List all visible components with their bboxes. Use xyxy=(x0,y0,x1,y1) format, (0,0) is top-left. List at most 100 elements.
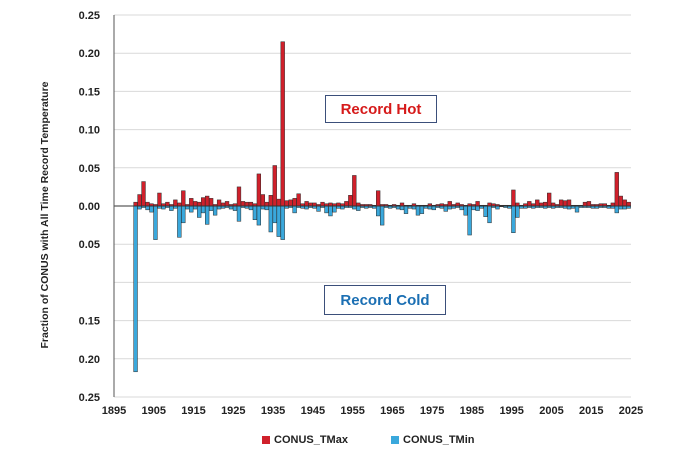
bar-tmax xyxy=(236,186,242,207)
x-tick-label: 2025 xyxy=(619,405,643,417)
bar-tmax xyxy=(216,199,222,207)
bar-tmin xyxy=(471,205,476,211)
bar-tmax xyxy=(626,201,631,207)
bar-tmax xyxy=(543,201,548,207)
bar-tmax xyxy=(224,201,230,207)
x-tick-label: 1915 xyxy=(181,405,205,417)
bar-tmin xyxy=(268,205,273,233)
bar-tmax xyxy=(240,201,246,207)
bar-tmax xyxy=(260,194,265,207)
bar-tmax xyxy=(511,189,516,207)
bar-tmax xyxy=(535,199,540,207)
bar-tmin xyxy=(248,205,254,211)
bar-tmin xyxy=(212,205,218,216)
bar-tmin xyxy=(256,205,261,226)
bar-tmin xyxy=(431,205,436,211)
bar-tmax xyxy=(276,198,281,207)
bar-tmin xyxy=(574,205,580,213)
bar-tmin xyxy=(232,205,238,211)
bar-tmax xyxy=(264,201,269,207)
bar-tmax xyxy=(296,193,301,207)
record-hot-label: Record Hot xyxy=(340,100,422,118)
bar-tmin xyxy=(181,205,186,224)
y-axis-label: Fraction of CONUS with All Time Record T… xyxy=(39,81,51,348)
bar-tmin xyxy=(145,205,150,211)
bar-tmin xyxy=(264,205,269,211)
bar-tmax xyxy=(280,41,285,207)
x-tick-label: 2005 xyxy=(539,405,563,417)
bar-tmin xyxy=(467,205,472,236)
bar-tmin xyxy=(380,205,385,226)
bar-tmax xyxy=(256,173,261,207)
bar-tmax xyxy=(284,200,289,207)
bar-tmax xyxy=(475,201,480,207)
bar-tmax xyxy=(344,201,349,207)
x-tick-label: 2015 xyxy=(579,405,603,417)
bar-tmax xyxy=(547,192,552,207)
bar-tmin xyxy=(205,205,210,225)
bar-tmin xyxy=(356,205,361,211)
y-tick-label: 0.00 xyxy=(79,201,100,213)
bar-tmax xyxy=(133,201,138,207)
bar-tmin xyxy=(419,205,425,214)
bar-tmax xyxy=(272,165,277,207)
legend-label-tmax: CONUS_TMax xyxy=(274,434,348,446)
bar-tmin xyxy=(177,205,182,238)
bar-tmax xyxy=(165,201,170,207)
bar-tmax xyxy=(348,195,353,207)
x-tick-label: 1975 xyxy=(420,405,444,417)
bar-tmax xyxy=(622,199,627,207)
y-tick-label: 0.20 xyxy=(79,354,100,366)
x-tick-label: 1965 xyxy=(380,405,404,417)
bar-tmax xyxy=(292,198,297,207)
x-tick-label: 1895 xyxy=(102,405,126,417)
legend-swatch-tmin xyxy=(391,436,399,444)
y-tick-labels: 0.25 0.20 0.15 0.05 0.00 0.05 0.10 0.15 0.20 0.25 xyxy=(79,10,100,404)
bar-tmin xyxy=(236,205,242,222)
bar-tmin xyxy=(133,205,138,373)
bar-tmin xyxy=(149,205,154,213)
legend-label-tmin: CONUS_TMin xyxy=(403,434,475,446)
x-tick-label: 1945 xyxy=(301,405,325,417)
bar-tmin xyxy=(292,205,297,214)
bar-tmax xyxy=(208,198,214,207)
legend-swatch-tmax xyxy=(262,436,270,444)
bar-tmax xyxy=(205,195,210,207)
bar-tmax xyxy=(197,201,202,207)
bar-tmin xyxy=(201,205,206,214)
y-tick-label: 0.15 xyxy=(79,86,100,98)
bar-tmin xyxy=(463,205,468,216)
bar-tmin xyxy=(614,205,619,214)
x-tick-label: 1935 xyxy=(261,405,285,417)
bar-tmax xyxy=(141,181,146,207)
bar-tmin xyxy=(280,205,285,240)
bar-tmin xyxy=(399,205,405,211)
y-tick-label: 0.05 xyxy=(79,163,100,175)
bar-tmax xyxy=(157,192,162,207)
bar-tmin xyxy=(276,205,281,237)
bar-tmax xyxy=(614,172,619,207)
bar-tmax xyxy=(137,194,142,207)
bar-tmin xyxy=(376,205,381,217)
bar-tmin xyxy=(459,205,464,211)
x-tick-label: 1925 xyxy=(221,405,245,417)
legend-item-tmax: CONUS_TMax xyxy=(262,434,348,446)
y-tick-label: 0.10 xyxy=(79,125,100,137)
bar-tmax xyxy=(447,201,452,207)
bar-tmax xyxy=(527,201,532,207)
bar-tmin xyxy=(415,205,421,216)
x-tick-label: 1985 xyxy=(460,405,484,417)
bar-tmax xyxy=(244,201,250,207)
bar-tmax xyxy=(558,199,564,207)
bar-tmax xyxy=(304,201,309,207)
record-hot-annotation: Record Hot xyxy=(325,95,437,123)
bar-tmin xyxy=(475,205,480,211)
bar-tmax xyxy=(193,201,198,207)
bar-tmax xyxy=(173,199,178,207)
y-tick-label: 0.20 xyxy=(79,48,100,60)
bar-tmax xyxy=(376,190,381,207)
bar-tmin xyxy=(511,205,516,233)
bar-tmax xyxy=(145,201,150,207)
legend: CONUS_TMax CONUS_TMin xyxy=(0,434,680,450)
